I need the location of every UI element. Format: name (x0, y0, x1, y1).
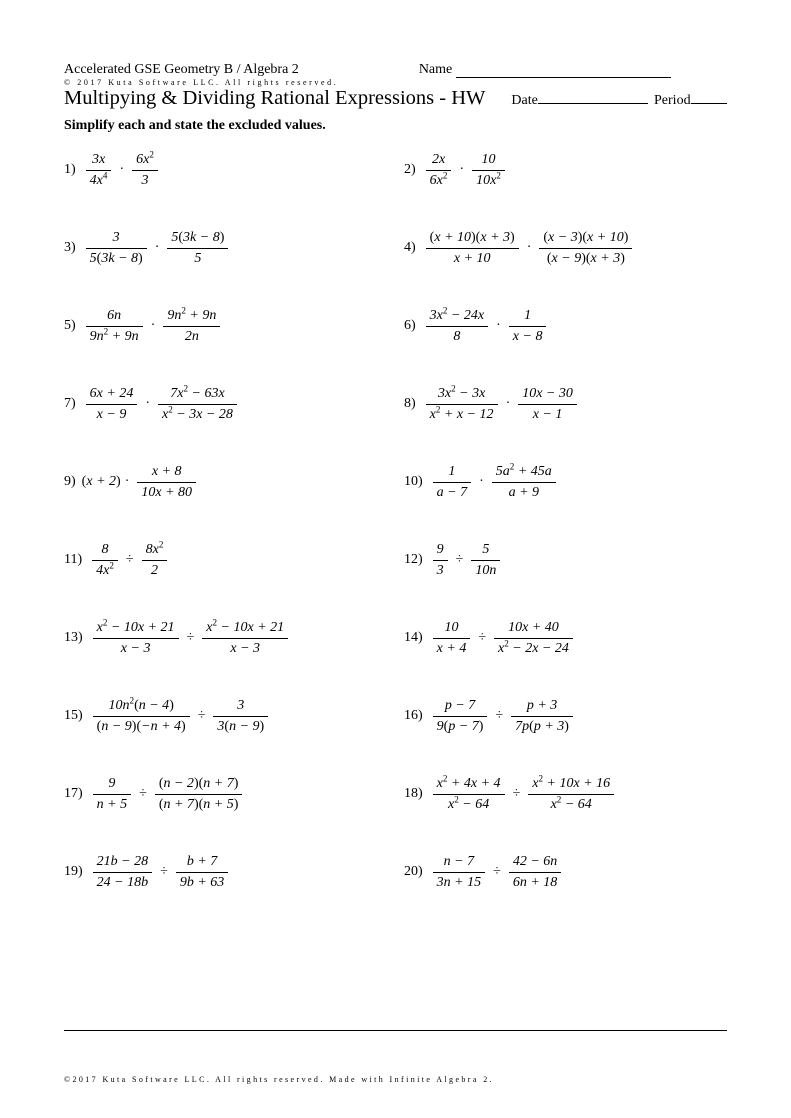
problem-number: 16) (404, 708, 423, 724)
problem-number: 8) (404, 396, 416, 412)
problem-12: 12) 93÷510n (404, 540, 724, 580)
problem-expression: 93÷510n (429, 541, 505, 579)
problem-1: 1) 3x4x4·6x23 (64, 150, 404, 190)
problem-expression: 1a − 7·5a2 + 45aa + 9 (429, 463, 560, 501)
problem-number: 6) (404, 318, 416, 334)
problem-number: 4) (404, 240, 416, 256)
problem-number: 10) (404, 474, 423, 490)
problem-expression: 6n9n2 + 9n·9n2 + 9n2n (82, 307, 225, 345)
date-blank[interactable] (538, 90, 648, 104)
period-blank[interactable] (691, 90, 727, 104)
name-label: Name (419, 62, 452, 78)
problem-number: 2) (404, 162, 416, 178)
problem-expression: n − 73n + 15÷42 − 6n6n + 18 (429, 853, 566, 891)
problem-expression: 6x + 24x − 9·7x2 − 63xx2 − 3x − 28 (82, 385, 241, 423)
problem-number: 5) (64, 318, 76, 334)
problem-expression: 21b − 2824 − 18b÷b + 79b + 63 (89, 853, 233, 891)
problem-7: 7) 6x + 24x − 9·7x2 − 63xx2 − 3x − 28 (64, 384, 404, 424)
problem-number: 7) (64, 396, 76, 412)
problem-number: 20) (404, 864, 423, 880)
problem-10: 10) 1a − 7·5a2 + 45aa + 9 (404, 462, 724, 502)
problem-expression: p − 79(p − 7)÷p + 37p(p + 3) (429, 697, 577, 735)
problem-18: 18) x2 + 4x + 4x2 − 64÷x2 + 10x + 16x2 − … (404, 774, 724, 814)
problem-number: 12) (404, 552, 423, 568)
problem-16: 16) p − 79(p − 7)÷p + 37p(p + 3) (404, 696, 724, 736)
footer-copyright: ©2017 Kuta Software LLC. All rights rese… (64, 1075, 727, 1084)
problem-15: 15) 10n2(n − 4)(n − 9)(−n + 4)÷33(n − 9) (64, 696, 404, 736)
footer-line: ©2017 Kuta Software LLC. All rights rese… (64, 1030, 727, 1084)
problem-11: 11) 84x2÷8x22 (64, 540, 404, 580)
copyright-top: © 2017 Kuta Software LLC. All rights res… (64, 78, 727, 87)
title-line: Multipying & Dividing Rational Expressio… (64, 87, 727, 110)
problem-2: 2) 2x6x2·1010x2 (404, 150, 724, 190)
problem-expression: 84x2÷8x22 (88, 541, 171, 579)
header-line: Accelerated GSE Geometry B / Algebra 2 N… (64, 62, 727, 78)
problem-expression: 3x4x4·6x23 (82, 151, 162, 189)
course-name: Accelerated GSE Geometry B / Algebra 2 (64, 62, 299, 78)
worksheet-page: Accelerated GSE Geometry B / Algebra 2 N… (0, 0, 791, 1118)
problem-expression: x2 + 4x + 4x2 − 64÷x2 + 10x + 16x2 − 64 (429, 775, 618, 813)
problem-number: 9) (64, 474, 76, 490)
problem-20: 20) n − 73n + 15÷42 − 6n6n + 18 (404, 852, 724, 892)
problem-17: 17) 9n + 5÷(n − 2)(n + 7)(n + 7)(n + 5) (64, 774, 404, 814)
problem-number: 13) (64, 630, 83, 646)
problem-expression: (x + 2)·x + 810x + 80 (82, 463, 200, 501)
problem-expression: 35(3k − 8)·5(3k − 8)5 (82, 229, 233, 267)
problem-expression: 3x2 − 24x8·1x − 8 (422, 307, 551, 345)
instruction-text: Simplify each and state the excluded val… (64, 118, 727, 134)
problem-expression: x2 − 10x + 21x − 3÷x2 − 10x + 21x − 3 (89, 619, 292, 657)
problem-8: 8) 3x2 − 3xx2 + x − 12·10x − 30x − 1 (404, 384, 724, 424)
problem-number: 14) (404, 630, 423, 646)
name-blank[interactable] (456, 64, 671, 78)
problem-13: 13) x2 − 10x + 21x − 3÷x2 − 10x + 21x − 3 (64, 618, 404, 658)
period-label: Period (654, 93, 691, 109)
problem-expression: 10n2(n − 4)(n − 9)(−n + 4)÷33(n − 9) (89, 697, 273, 735)
worksheet-title: Multipying & Dividing Rational Expressio… (64, 87, 485, 110)
problem-expression: 3x2 − 3xx2 + x − 12·10x − 30x − 1 (422, 385, 581, 423)
problems-grid: 1) 3x4x4·6x23 2) 2x6x2·1010x2 3) 35(3k − 8)·5… (64, 150, 727, 930)
problem-9: 9) (x + 2)·x + 810x + 80 (64, 462, 404, 502)
problem-19: 19) 21b − 2824 − 18b÷b + 79b + 63 (64, 852, 404, 892)
date-label: Date (511, 93, 537, 109)
problem-expression: 2x6x2·1010x2 (422, 151, 509, 189)
problem-6: 6) 3x2 − 24x8·1x − 8 (404, 306, 724, 346)
problem-14: 14) 10x + 4÷10x + 40x2 − 2x − 24 (404, 618, 724, 658)
problem-expression: 9n + 5÷(n − 2)(n + 7)(n + 7)(n + 5) (89, 775, 247, 813)
problem-5: 5) 6n9n2 + 9n·9n2 + 9n2n (64, 306, 404, 346)
problem-number: 17) (64, 786, 83, 802)
problem-4: 4) (x + 10)(x + 3)x + 10·(x − 3)(x + 10)(… (404, 228, 724, 268)
problem-expression: (x + 10)(x + 3)x + 10·(x − 3)(x + 10)(x … (422, 229, 637, 267)
problem-number: 1) (64, 162, 76, 178)
problem-number: 3) (64, 240, 76, 256)
problem-number: 19) (64, 864, 83, 880)
problem-number: 18) (404, 786, 423, 802)
problem-number: 11) (64, 552, 82, 568)
problem-number: 15) (64, 708, 83, 724)
problem-3: 3) 35(3k − 8)·5(3k − 8)5 (64, 228, 404, 268)
problem-expression: 10x + 4÷10x + 40x2 − 2x − 24 (429, 619, 577, 657)
